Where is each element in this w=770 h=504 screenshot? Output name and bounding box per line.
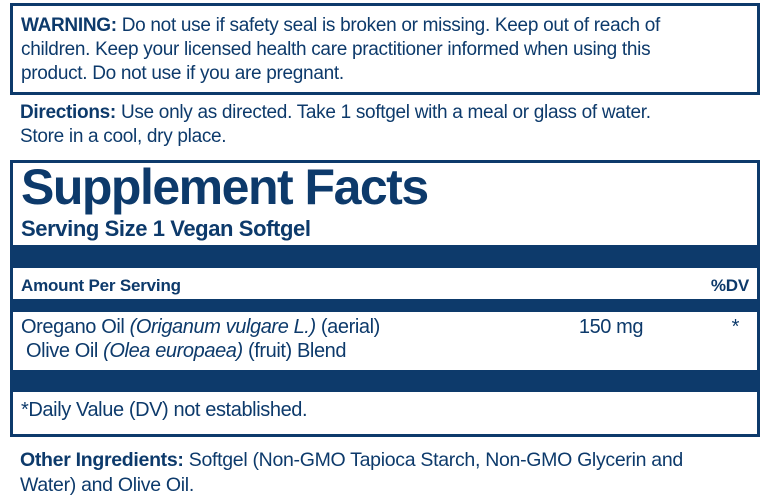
other-ingredients-label: Other Ingredients: <box>20 449 184 471</box>
ingredient-dv: * <box>731 316 740 338</box>
panel-title: Supplement Facts <box>21 160 429 215</box>
directions-text: Directions: Use only as directed. Take 1… <box>20 101 760 149</box>
dv-footnote: *Daily Value (DV) not established. <box>21 399 308 421</box>
latin-name-2: (Olea europaea) <box>103 340 243 362</box>
other-ingredients-line-1: Other Ingredients: Softgel (Non-GMO Tapi… <box>20 449 683 471</box>
ingredient-names: Oregano Oil (Origanum vulgare L.) (aeria… <box>21 315 551 363</box>
other-ingredients-line-2: Water) and Olive Oil. <box>20 474 194 496</box>
ingredient-row: Oregano Oil (Origanum vulgare L.) (aeria… <box>21 315 749 363</box>
directions-section: Directions: Use only as directed. Take 1… <box>20 101 760 149</box>
warning-line-2: children. Keep your licensed health care… <box>21 39 651 60</box>
other-ingredients-text: Other Ingredients: Softgel (Non-GMO Tapi… <box>20 448 760 498</box>
ingredient-line-2: Olive Oil (Olea europaea) (fruit) Blend <box>26 340 347 362</box>
warning-text: WARNING: Do not use if safety seal is br… <box>21 14 749 86</box>
divider-bar-top <box>13 245 757 268</box>
latin-name-1: (Origanum vulgare L.) <box>129 316 317 338</box>
directions-line-2: Store in a cool, dry place. <box>20 126 227 147</box>
ingredient-amount: 150 mg <box>578 316 644 338</box>
directions-label: Directions: <box>20 102 116 123</box>
ingredient-line-1: Oregano Oil (Origanum vulgare L.) (aeria… <box>21 316 380 338</box>
warning-line-3: product. Do not use if you are pregnant. <box>21 63 344 84</box>
warning-box: WARNING: Do not use if safety seal is br… <box>10 3 760 95</box>
warning-line-1: WARNING: Do not use if safety seal is br… <box>21 15 661 36</box>
panel-header-row: Amount Per Serving %DV <box>21 276 749 296</box>
serving-size: Serving Size 1 Vegan Softgel <box>21 216 311 241</box>
other-ingredients-section: Other Ingredients: Softgel (Non-GMO Tapi… <box>20 448 760 498</box>
divider-bar-thin <box>13 299 757 312</box>
directions-line-1: Directions: Use only as directed. Take 1… <box>20 102 651 123</box>
percent-dv-header: %DV <box>710 276 749 295</box>
warning-label: WARNING: <box>21 15 117 36</box>
amount-per-serving-header: Amount Per Serving <box>21 276 181 295</box>
divider-bar-bottom <box>13 370 757 392</box>
supplement-facts-panel: Supplement Facts Serving Size 1 Vegan So… <box>10 160 760 437</box>
